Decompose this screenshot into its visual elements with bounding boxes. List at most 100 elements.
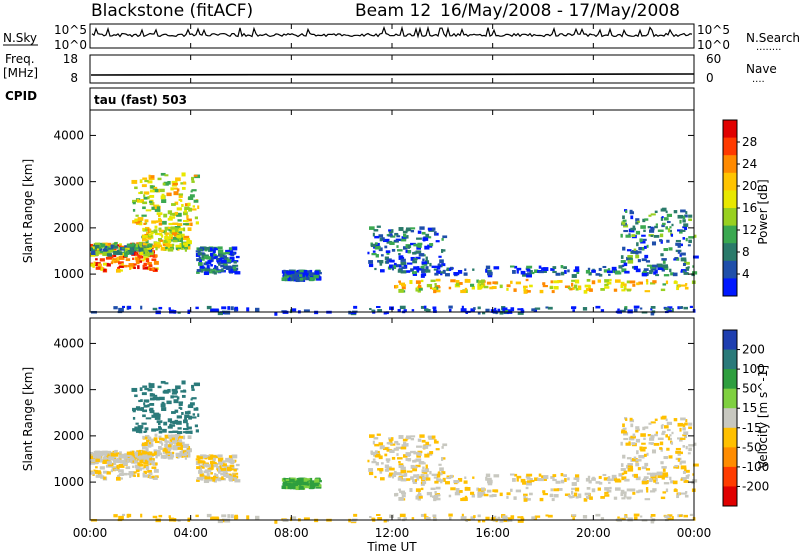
velocity-cell bbox=[310, 485, 314, 489]
velocity-cell bbox=[118, 463, 125, 468]
power-cell bbox=[152, 307, 158, 311]
date-range: 16/May/2008 - 17/May/2008 bbox=[440, 1, 680, 21]
power-cell bbox=[591, 269, 596, 273]
velocity-cell bbox=[640, 515, 643, 518]
velocity-cell bbox=[526, 473, 533, 477]
power-cell bbox=[155, 268, 158, 272]
velocity-cell bbox=[399, 513, 406, 518]
power-cell bbox=[396, 245, 399, 248]
power-cell bbox=[210, 268, 216, 272]
velocity-cell bbox=[641, 442, 646, 445]
velocity-cell bbox=[662, 472, 669, 477]
colorbar-segment bbox=[723, 155, 737, 174]
nsearch-tick-top: 10^5 bbox=[697, 23, 730, 37]
power-cell bbox=[677, 250, 681, 254]
velocity-cell bbox=[429, 451, 434, 455]
velocity-cell bbox=[97, 460, 103, 463]
power-cell bbox=[680, 209, 686, 213]
power-cell bbox=[551, 290, 555, 294]
colorbar-label: -15 bbox=[742, 421, 762, 435]
velocity-cell bbox=[633, 516, 638, 521]
power-cell bbox=[449, 267, 452, 272]
velocity-cell bbox=[147, 388, 153, 392]
velocity-cell bbox=[172, 446, 178, 451]
velocity-cell bbox=[149, 397, 155, 401]
power-cell bbox=[141, 184, 147, 188]
velocity-cell bbox=[162, 438, 165, 442]
velocity-cell bbox=[582, 515, 588, 519]
velocity-cell bbox=[296, 477, 300, 482]
power-cell bbox=[209, 252, 214, 257]
power-cell bbox=[388, 231, 393, 234]
velocity-cell bbox=[210, 516, 214, 521]
velocity-cell bbox=[183, 435, 186, 440]
power-cell bbox=[149, 195, 155, 198]
power-cell bbox=[388, 267, 392, 270]
power-cell bbox=[128, 244, 134, 247]
power-cell bbox=[550, 268, 555, 271]
power-cell bbox=[440, 271, 444, 274]
velocity-cell bbox=[405, 435, 412, 440]
velocity-cell bbox=[221, 476, 224, 479]
power-cell bbox=[176, 207, 182, 211]
velocity-cell bbox=[148, 441, 151, 445]
power-cell bbox=[108, 254, 114, 259]
velocity-cell bbox=[155, 455, 158, 459]
velocity-cell bbox=[175, 452, 182, 456]
power-cell bbox=[133, 263, 137, 266]
velocity-cell bbox=[153, 437, 158, 442]
velocity-cell bbox=[680, 417, 686, 421]
velocity-cell bbox=[90, 455, 94, 460]
velocity-cell bbox=[570, 490, 574, 495]
velocity-cell bbox=[692, 463, 699, 467]
power-cell bbox=[132, 245, 135, 249]
power-cell bbox=[182, 236, 189, 241]
velocity-cell bbox=[617, 516, 620, 519]
power-cell bbox=[398, 288, 404, 293]
power-cell bbox=[111, 254, 117, 258]
velocity-cell bbox=[677, 492, 681, 496]
power-cell bbox=[143, 252, 149, 257]
velocity-cell bbox=[650, 513, 656, 517]
colorbar-segment bbox=[723, 466, 737, 487]
velocity-cell bbox=[212, 475, 219, 479]
power-cell bbox=[147, 235, 152, 240]
power-cell bbox=[400, 284, 407, 287]
velocity-cell bbox=[105, 454, 110, 458]
velocity-cell bbox=[642, 446, 647, 449]
velocity-cell bbox=[517, 516, 523, 519]
power-cell bbox=[662, 260, 666, 264]
power-cell bbox=[628, 228, 635, 233]
power-cell bbox=[183, 227, 186, 232]
y-tick-label: 2000 bbox=[53, 221, 84, 235]
power-cell bbox=[455, 282, 460, 287]
velocity-cell bbox=[621, 497, 626, 500]
velocity-cell bbox=[163, 421, 168, 426]
power-cell bbox=[650, 311, 655, 316]
velocity-cell bbox=[186, 422, 189, 427]
power-cell bbox=[144, 226, 150, 230]
velocity-cell bbox=[573, 492, 578, 497]
power-cell bbox=[657, 266, 664, 271]
power-cell bbox=[121, 263, 124, 266]
power-cell bbox=[405, 227, 412, 232]
velocity-cell bbox=[680, 478, 683, 481]
velocity-cell bbox=[203, 454, 207, 458]
power-cell bbox=[142, 227, 145, 231]
velocity-cell bbox=[219, 465, 222, 470]
velocity-cell bbox=[228, 459, 235, 464]
power-cell bbox=[623, 307, 627, 311]
velocity-cell bbox=[486, 477, 492, 481]
power-cell bbox=[660, 253, 664, 257]
power-cell bbox=[246, 307, 250, 312]
power-cell bbox=[176, 212, 182, 217]
power-cell bbox=[680, 229, 686, 232]
power-cell bbox=[477, 286, 481, 290]
power-cell bbox=[499, 284, 503, 289]
power-cell bbox=[573, 269, 580, 272]
power-cell bbox=[491, 286, 497, 289]
velocity-cell bbox=[618, 473, 623, 477]
power-cell bbox=[666, 239, 670, 243]
power-cell bbox=[171, 229, 175, 233]
velocity-cell bbox=[620, 492, 624, 497]
